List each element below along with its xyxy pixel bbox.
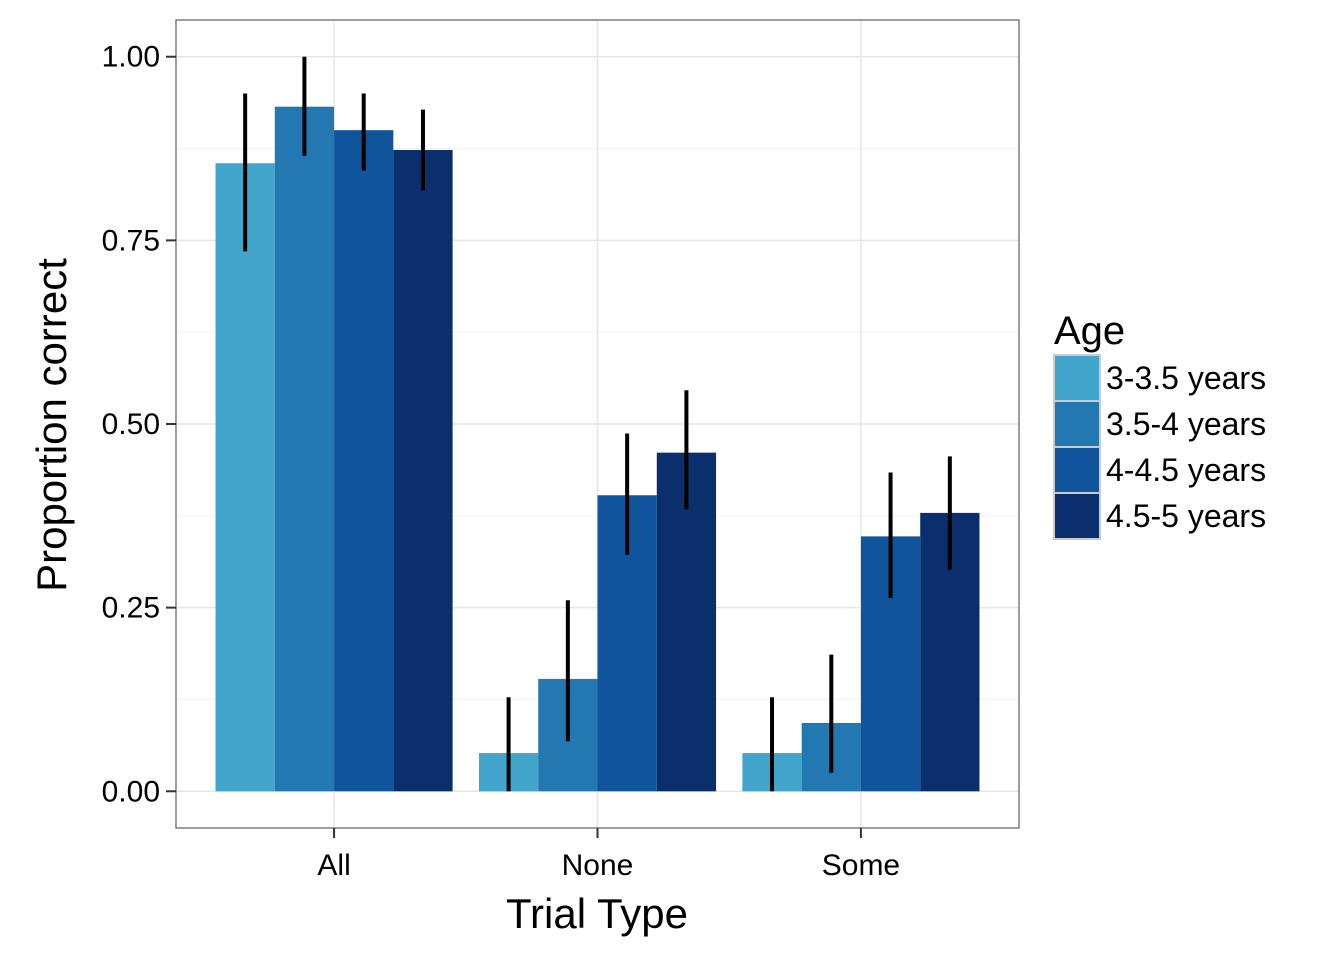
legend-label-series-2: 3.5-4 years (1106, 406, 1266, 442)
x-tick-label-none: None (562, 849, 634, 882)
y-tick-label: 0.00 (102, 775, 160, 808)
y-axis-title: Proportion correct (28, 258, 75, 592)
y-tick-label: 0.75 (102, 224, 160, 257)
legend-key-series-1 (1053, 354, 1101, 402)
legend-title: Age (1054, 309, 1125, 353)
x-tick-label-all: All (317, 849, 350, 882)
legend-label-series-3: 4-4.5 years (1106, 452, 1266, 488)
y-tick-label: 1.00 (102, 41, 160, 74)
y-axis: 0.00 0.25 0.50 0.75 1.00 (102, 41, 176, 808)
legend-key-series-4 (1053, 492, 1101, 540)
y-tick-label: 0.25 (102, 592, 160, 625)
x-axis-title: Trial Type (506, 890, 688, 937)
bar-all-series-1 (215, 163, 275, 792)
bar-all-series-2 (274, 106, 335, 792)
bar-all-series-4 (393, 150, 453, 792)
legend-key-series-2 (1053, 400, 1101, 448)
plot-panel (175, 19, 1020, 829)
x-tick-label-some: Some (822, 849, 900, 882)
y-tick-label: 0.50 (102, 408, 160, 441)
bar-all-series-3 (334, 130, 394, 792)
legend: Age 3-3.5 years 3.5-4 years 4-4.5 years 4.5… (1053, 309, 1266, 540)
x-axis: All None Some (317, 828, 900, 882)
legend-key-series-3 (1053, 446, 1101, 494)
legend-label-series-1: 3-3.5 years (1106, 360, 1266, 396)
legend-label-series-4: 4.5-5 years (1106, 498, 1266, 534)
